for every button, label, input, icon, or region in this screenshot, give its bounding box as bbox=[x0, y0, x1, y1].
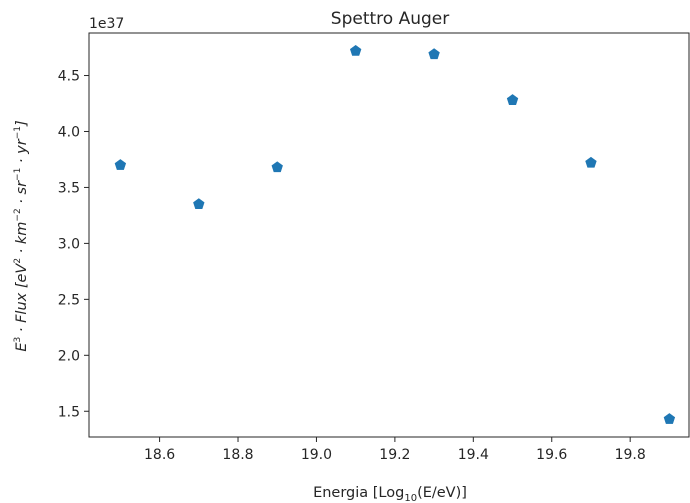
data-point bbox=[506, 94, 519, 105]
data-point bbox=[349, 44, 362, 56]
y-label-e: · yr bbox=[14, 138, 30, 167]
x-axis-label-post: (E/eV)] bbox=[417, 485, 467, 501]
x-tick-label: 19.6 bbox=[536, 447, 567, 463]
y-tick-label: 4.5 bbox=[58, 69, 80, 85]
y-label-d: · sr bbox=[14, 180, 30, 208]
plot-area-frame bbox=[88, 32, 690, 438]
x-tick-label: 19.2 bbox=[379, 447, 410, 463]
x-axis-label-sub: 10 bbox=[404, 493, 417, 503]
y-tick-label: 4.0 bbox=[58, 124, 80, 140]
x-tick-label: 19.8 bbox=[615, 447, 646, 463]
scatter-points bbox=[114, 44, 676, 424]
x-axis: 18.6 18.8 19.0 19.2 19.4 19.6 19.8 bbox=[144, 437, 646, 463]
x-axis-label: Energia [Log10(E/eV)] bbox=[313, 485, 467, 503]
y-label-d-sup: −1 bbox=[13, 168, 23, 181]
data-point bbox=[428, 48, 440, 60]
y-label-e-sup: −1 bbox=[13, 126, 23, 139]
x-tick-label: 18.6 bbox=[144, 447, 175, 463]
y-tick-label: 3.0 bbox=[58, 236, 80, 252]
data-point bbox=[663, 413, 676, 424]
data-point bbox=[271, 161, 283, 173]
y-label-b-sup: 2 bbox=[13, 258, 23, 264]
y-tick-label: 3.5 bbox=[58, 180, 80, 196]
data-point bbox=[114, 159, 127, 170]
chart-title: Spettro Auger bbox=[331, 9, 449, 29]
y-label-a-sup: 3 bbox=[13, 337, 23, 343]
y-axis-label: E3 · Flux [eV2 · km−2 · sr−1 · yr−1] bbox=[13, 120, 30, 351]
x-tick-label: 19.4 bbox=[458, 447, 489, 463]
x-tick-label: 18.8 bbox=[222, 447, 253, 463]
y-label-c: · km bbox=[14, 222, 30, 258]
data-point bbox=[585, 156, 597, 168]
y-tick-label: 1.5 bbox=[58, 404, 80, 420]
y-label-f: ] bbox=[14, 120, 30, 127]
y-axis-offset-label: 1e37 bbox=[89, 16, 124, 32]
y-tick-label: 2.5 bbox=[58, 292, 80, 308]
y-label-a: E bbox=[14, 342, 30, 352]
y-label-b: · Flux [eV bbox=[14, 263, 30, 337]
data-point bbox=[193, 198, 205, 210]
x-tick-label: 19.0 bbox=[301, 447, 332, 463]
y-label-c-sup: −2 bbox=[13, 208, 23, 221]
y-axis: 1.5 2.0 2.5 3.0 3.5 4.0 4.5 bbox=[58, 69, 89, 420]
x-axis-label-pre: Energia [Log bbox=[313, 485, 404, 501]
y-tick-label: 2.0 bbox=[58, 348, 80, 364]
